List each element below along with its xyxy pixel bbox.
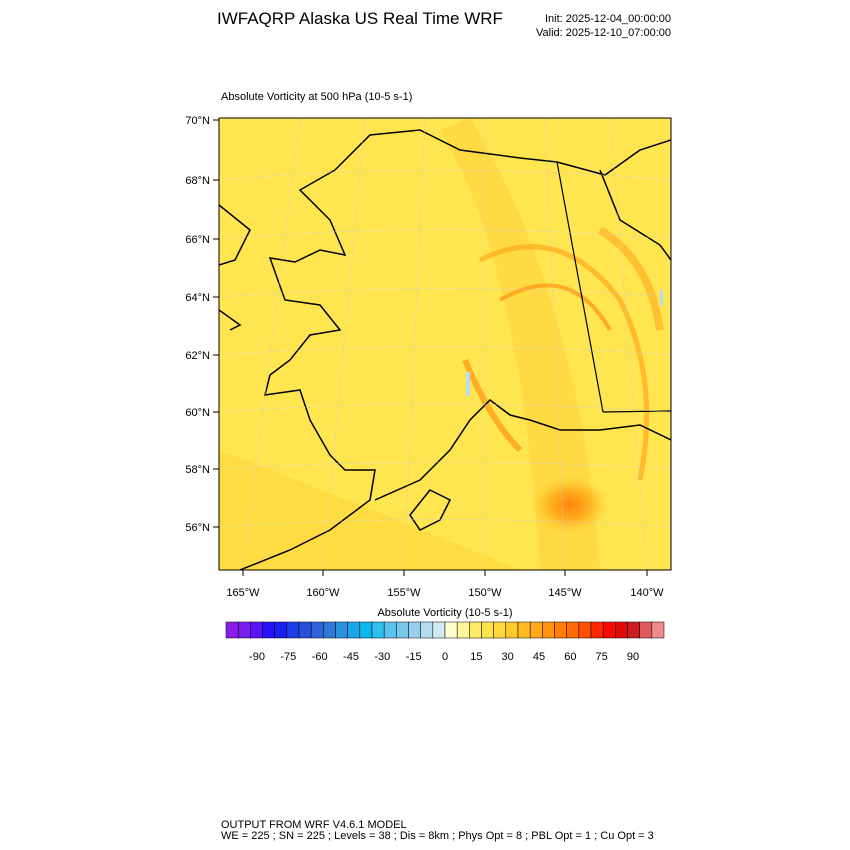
colorbar-box (481, 621, 494, 639)
colorbar-label: -90 (249, 651, 265, 663)
lon-label: 160°W (306, 587, 340, 599)
colorbar-box (517, 621, 531, 639)
legend-title: Absolute Vorticity (10-5 s-1) (377, 607, 512, 619)
coastline (219, 129, 671, 570)
lat-label: 64°N (185, 292, 210, 304)
colorbar-box (323, 621, 336, 639)
colorbar-box (250, 621, 263, 639)
colorbar-box (432, 621, 446, 639)
colorbar-label: 60 (564, 651, 576, 663)
footer-line: WE = 225 ; SN = 225 ; Levels = 38 ; Dis … (221, 830, 654, 842)
colorbar-box (529, 621, 543, 639)
colorbar-box (274, 621, 288, 639)
west-coast (239, 169, 376, 570)
graticule (219, 118, 671, 570)
colorbar-box (420, 621, 434, 639)
meridians (242, 118, 648, 570)
island (219, 309, 242, 331)
colorbar-box (493, 621, 507, 639)
canada-coast (599, 169, 671, 261)
map-field (219, 118, 671, 570)
colorbar-box (578, 621, 592, 639)
field-streak (597, 226, 664, 331)
lat-label: 70°N (185, 115, 210, 127)
lon-label: 165°W (226, 587, 260, 599)
colorbar-label: 90 (627, 651, 639, 663)
colorbar-box (505, 621, 519, 639)
colorbar-box (627, 621, 640, 639)
map-title: Absolute Vorticity at 500 hPa (10-5 s-1) (221, 91, 412, 103)
colorbar-box (456, 621, 470, 639)
colorbar-box (651, 621, 665, 639)
north-coast (334, 129, 671, 176)
footer-line: OUTPUT FROM WRF V4.6.1 MODEL (221, 819, 407, 831)
colorbar-box (590, 621, 604, 639)
colorbar-box (615, 621, 628, 639)
colorbar-box (262, 621, 275, 639)
colorbar-box (225, 621, 239, 639)
lat-label: 66°N (185, 234, 210, 246)
colorbar-box (396, 621, 409, 639)
field-min (466, 372, 470, 396)
colorbar-box (298, 621, 312, 639)
colorbar-box (310, 621, 324, 639)
colorbar-box (602, 621, 616, 639)
colorbar-label: 75 (596, 651, 608, 663)
colorbar-label: 15 (470, 651, 482, 663)
colorbar-box (371, 621, 385, 639)
lon-label: 150°W (468, 587, 502, 599)
colorbar-box (286, 621, 300, 639)
colorbar-label: -30 (374, 651, 390, 663)
colorbar-label: 0 (442, 651, 448, 663)
colorbar: -90 -75 -60 -45 -30 -15 0 15 30 45 60 75 90 (225, 621, 665, 663)
lat-label: 58°N (185, 464, 210, 476)
colorbar-box (383, 621, 397, 639)
map-frame (218, 117, 672, 571)
title: IWFAQRP Alaska US Real Time WRF (217, 9, 503, 28)
colorbar-label: -15 (406, 651, 422, 663)
colorbar-box (469, 621, 482, 639)
colorbar-box (554, 621, 567, 639)
valid-time: Valid: 2025-12-10_07:00:00 (536, 27, 671, 39)
field-min (660, 290, 663, 306)
colorbar-box (237, 621, 251, 639)
init-time: Init: 2025-12-04_00:00:00 (545, 13, 671, 25)
colorbar-box (542, 621, 555, 639)
colorbar-box (359, 621, 373, 639)
field-streak (462, 358, 523, 453)
field-shade (219, 450, 520, 570)
colorbar-box (335, 621, 348, 639)
lat-label: 60°N (185, 407, 210, 419)
colorbar-label: -75 (280, 651, 296, 663)
colorbar-box (639, 621, 653, 639)
map-ticks: 70°N 68°N 66°N 64°N 62°N 60°N 58°N 56°N 165°W 160… (185, 115, 664, 599)
field-streak (499, 283, 612, 331)
parallels (219, 169, 671, 528)
colorbar-box (444, 621, 458, 639)
colorbar-box (347, 621, 361, 639)
lat-label: 68°N (185, 175, 210, 187)
lon-label: 155°W (387, 587, 421, 599)
colorbar-box (566, 621, 580, 639)
lat-label: 62°N (185, 350, 210, 362)
lat-label: 56°N (185, 522, 210, 534)
russia-coast (219, 204, 251, 266)
colorbar-label: 30 (502, 651, 514, 663)
lon-label: 140°W (630, 587, 664, 599)
colorbar-label: -60 (312, 651, 328, 663)
colorbar-label: -45 (343, 651, 359, 663)
lon-label: 145°W (548, 587, 582, 599)
field-max (530, 475, 610, 535)
kodiak (409, 489, 452, 531)
colorbar-box (408, 621, 421, 639)
field-streak (478, 244, 650, 481)
colorbar-label: 45 (533, 651, 545, 663)
south-coast (374, 399, 671, 501)
